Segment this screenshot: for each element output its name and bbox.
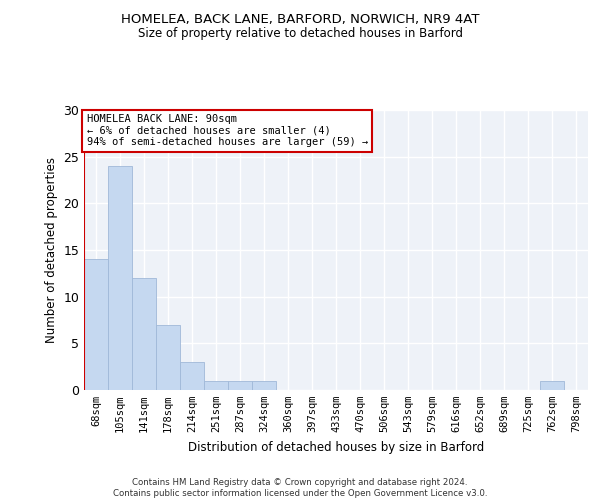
Bar [132,278,156,390]
Bar [84,260,108,390]
X-axis label: Distribution of detached houses by size in Barford: Distribution of detached houses by size … [188,440,484,454]
Text: HOMELEA BACK LANE: 90sqm
← 6% of detached houses are smaller (4)
94% of semi-det: HOMELEA BACK LANE: 90sqm ← 6% of detache… [86,114,368,148]
Bar [204,380,228,390]
Text: HOMELEA, BACK LANE, BARFORD, NORWICH, NR9 4AT: HOMELEA, BACK LANE, BARFORD, NORWICH, NR… [121,12,479,26]
Bar [156,324,180,390]
Bar [252,380,276,390]
Y-axis label: Number of detached properties: Number of detached properties [45,157,58,343]
Bar [180,362,204,390]
Text: Size of property relative to detached houses in Barford: Size of property relative to detached ho… [137,28,463,40]
Bar [228,380,252,390]
Bar [108,166,132,390]
Text: Contains HM Land Registry data © Crown copyright and database right 2024.
Contai: Contains HM Land Registry data © Crown c… [113,478,487,498]
Bar [540,380,564,390]
